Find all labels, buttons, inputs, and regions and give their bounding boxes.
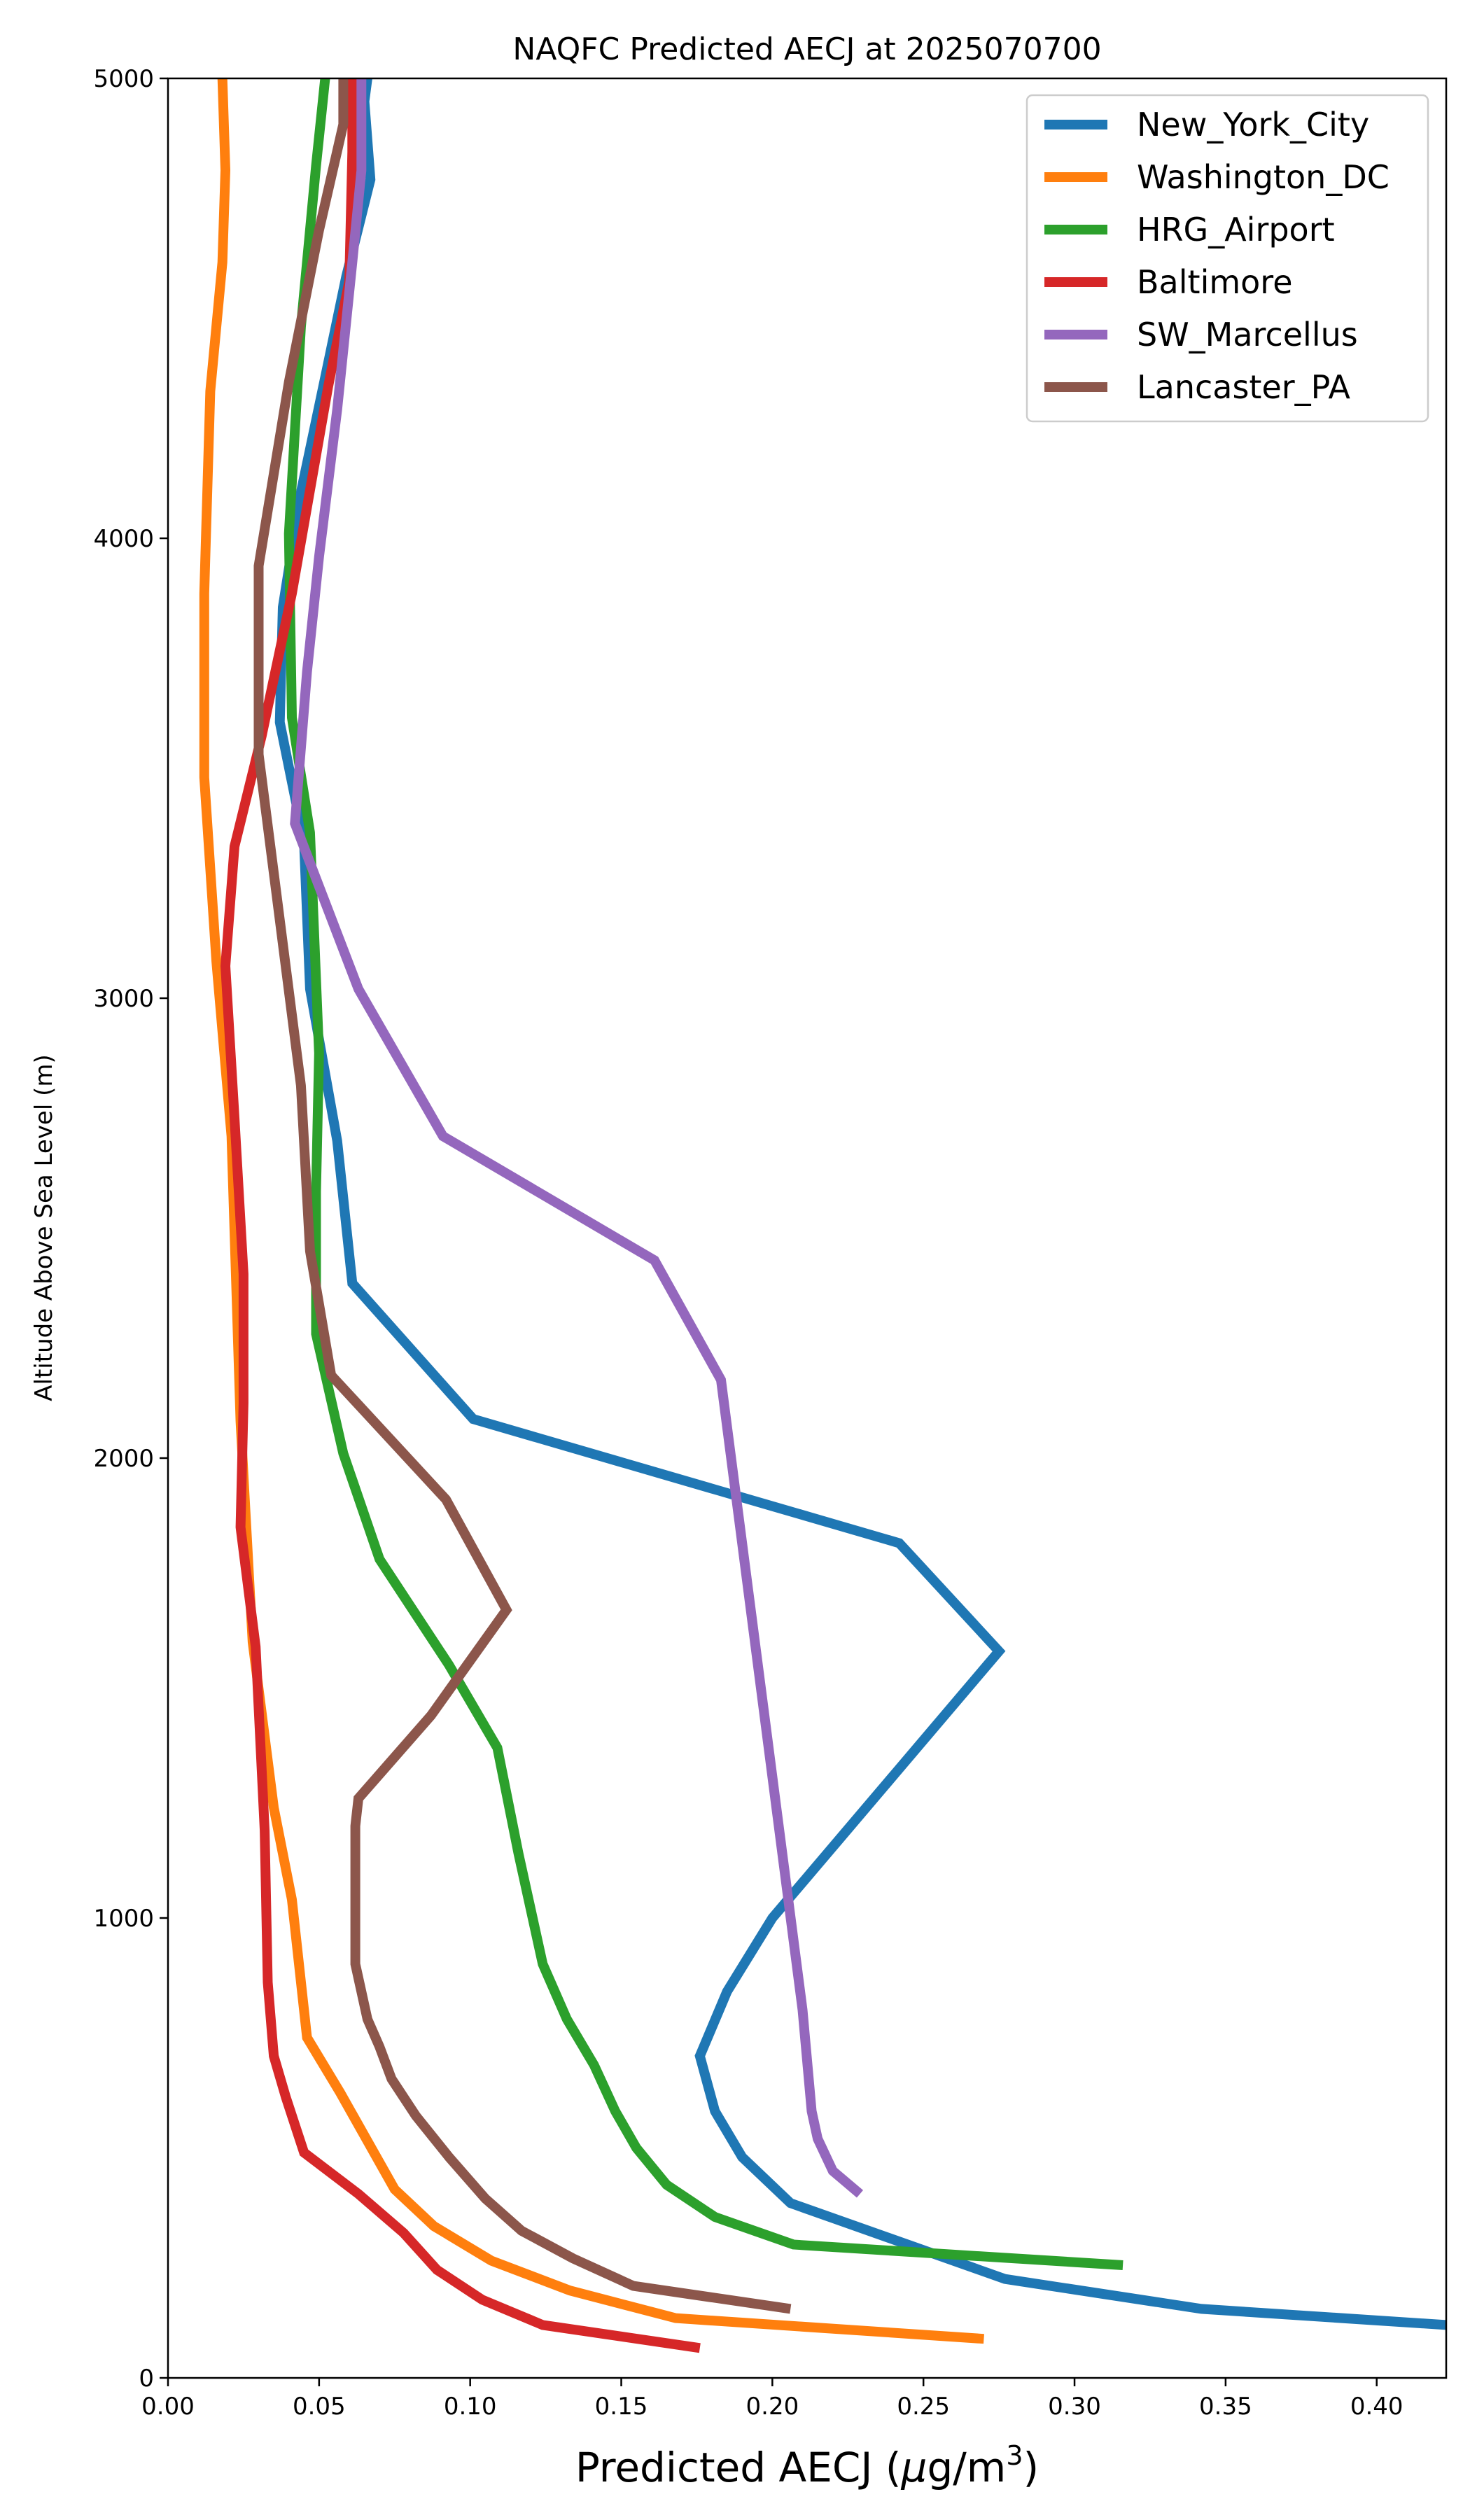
plot-frame (167, 77, 1448, 2379)
x-axis-label-sup: 3 (1006, 2440, 1023, 2471)
legend-box (1026, 94, 1429, 423)
x-axis-label-main: Predicted AECJ ( (575, 2444, 902, 2491)
series-line-sw-marcellus (290, 78, 864, 2198)
x-axis-label-mu: μ (901, 2444, 927, 2491)
x-tick-label: 0.15 (595, 2393, 648, 2421)
x-axis-label-unit: g/m (927, 2444, 1006, 2491)
series-line-hrg-airport (284, 78, 1124, 2270)
x-tick-label: 0.20 (746, 2393, 799, 2421)
legend-label-baltimore: Baltimore (1137, 263, 1293, 301)
x-axis-label-close: ) (1023, 2444, 1040, 2491)
series-line-lancaster-pa (253, 78, 792, 2314)
legend-label-sw-marcellus: SW_Marcellus (1137, 316, 1358, 354)
legend: New_York_City Washington_DC HRG_Airport Bal… (1026, 94, 1429, 423)
y-axis-label: Altitude Above Sea Level (m) (30, 1054, 58, 1401)
x-axis: 0.00 0.05 0.10 0.15 0.20 0.25 0.30 0.35 0.40 (141, 2378, 1404, 2421)
x-tick-label: 0.00 (141, 2393, 195, 2421)
x-axis-label: Predicted AECJ (μg/m3) (575, 2440, 1039, 2491)
y-axis: 0 1000 2000 3000 4000 5000 (93, 65, 168, 2393)
legend-label-new-york-city: New_York_City (1137, 106, 1369, 144)
y-tick-label: 1000 (93, 1905, 154, 1933)
legend-label-hrg-airport: HRG_Airport (1137, 211, 1335, 248)
series-line-baltimore (220, 78, 701, 2353)
y-tick-label: 2000 (93, 1445, 154, 1473)
y-tick-label: 5000 (93, 65, 154, 93)
x-tick-label: 0.10 (444, 2393, 497, 2421)
x-tick-label: 0.40 (1350, 2393, 1404, 2421)
x-tick-label: 0.35 (1199, 2393, 1252, 2421)
legend-label-lancaster-pa: Lancaster_PA (1137, 368, 1350, 406)
y-tick-label: 0 (139, 2365, 154, 2393)
legend-label-washington-dc: Washington_DC (1137, 158, 1390, 196)
series-lines (199, 78, 1446, 2353)
y-tick-label: 4000 (93, 525, 154, 553)
x-tick-label: 0.05 (293, 2393, 346, 2421)
x-tick-label: 0.30 (1048, 2393, 1101, 2421)
x-tick-label: 0.25 (897, 2393, 950, 2421)
chart-title: NAQFC Predicted AECJ at 2025070700 (512, 31, 1101, 67)
y-tick-label: 3000 (93, 985, 154, 1013)
